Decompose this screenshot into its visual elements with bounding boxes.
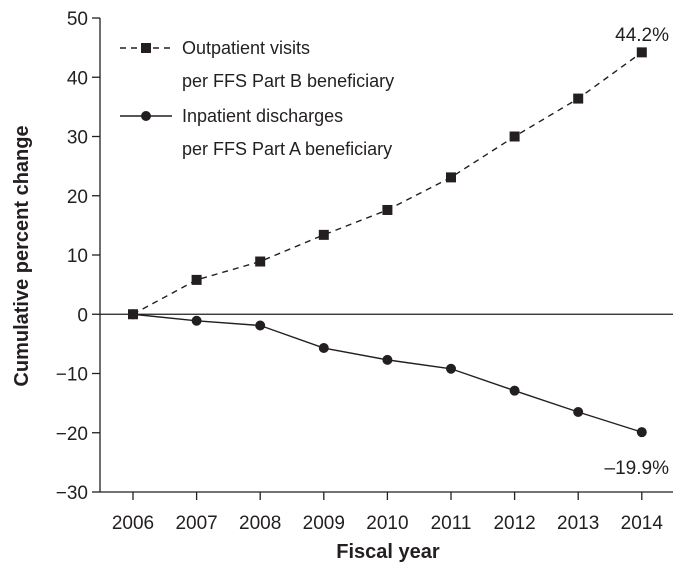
data-point-circle [128,309,138,320]
data-point-circle [191,315,202,326]
data-point-square [573,93,584,104]
data-point-square [382,204,393,215]
series-layer [128,47,647,438]
y-tick-label: 50 [67,9,88,30]
legend-outpatient-label-line1: Outpatient visits [182,38,310,58]
series-line [132,51,643,315]
y-tick-label: −30 [56,483,88,504]
y-axis-title: Cumulative percent change [11,125,33,386]
data-point-square [318,229,329,240]
data-point-circle [446,363,456,374]
y-tick-label: 10 [67,246,88,267]
x-tick-label: 2009 [303,513,345,534]
x-tick-label: 2013 [557,513,599,534]
x-tick-label: 2006 [112,513,154,534]
data-point-circle [382,354,393,365]
outpatient-end-label: 44.2% [615,25,669,46]
x-tick-label: 2012 [493,513,535,534]
data-point-square [509,131,520,142]
y-tick-label: 20 [67,187,88,208]
legend-inpatient-label-line2: per FFS Part A beneficiary [182,139,392,159]
x-tick-label: 2010 [366,513,408,534]
data-point-circle [318,343,329,354]
y-axis-tick-labels: −30 −20 −10 0 10 20 30 40 50 [56,9,88,504]
series-line [132,313,643,433]
y-tick-label: 0 [77,305,88,326]
y-tick-label: 40 [67,68,88,89]
legend-outpatient-label-line2: per FFS Part B beneficiary [182,71,394,91]
x-tick-label: 2014 [621,513,664,534]
x-axis-title: Fiscal year [336,541,440,563]
x-tick-label: 2008 [239,513,281,534]
legend-inpatient-marker [141,111,151,121]
legend: Outpatient visits per FFS Part B benefic… [120,38,394,159]
y-tick-label: −20 [56,424,88,445]
x-tick-label: 2011 [431,513,472,534]
data-point-square [255,256,266,267]
data-point-circle [636,427,647,438]
inpatient-end-label: –19.9% [605,458,670,479]
legend-inpatient-label-line1: Inpatient discharges [182,106,343,126]
chart-axes [92,17,673,500]
y-tick-label: 30 [67,128,88,149]
data-point-circle [255,320,266,331]
data-point-square [636,47,647,58]
legend-outpatient-marker [141,43,151,53]
data-point-circle [509,385,520,396]
data-point-square [446,172,456,183]
data-point-square [191,274,202,285]
y-tick-label: −10 [56,365,88,386]
series-inpatient [128,309,647,438]
x-axis-tick-labels: 2006 2007 2008 2009 2010 2011 2012 2013 2014 [112,513,664,534]
x-tick-label: 2007 [175,513,217,534]
data-point-circle [573,407,584,418]
